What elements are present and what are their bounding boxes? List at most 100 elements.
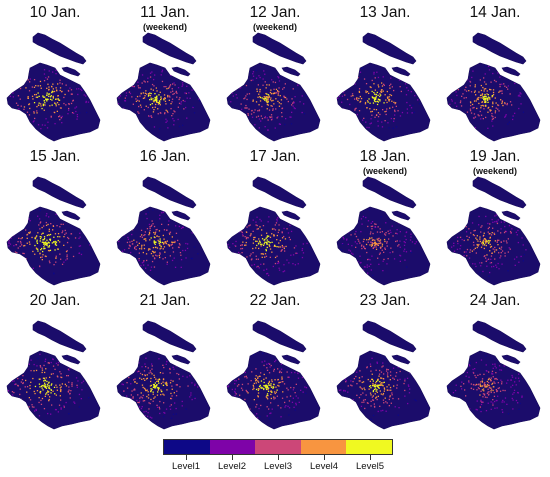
density-cell xyxy=(379,228,381,230)
density-cell xyxy=(367,220,370,222)
density-cell xyxy=(488,378,490,380)
density-cell xyxy=(143,234,145,237)
density-cell xyxy=(507,123,509,125)
density-cell xyxy=(252,247,254,250)
density-cell xyxy=(78,393,81,396)
island-region xyxy=(171,354,191,365)
density-cell xyxy=(465,251,467,253)
density-cell xyxy=(466,255,468,257)
density-cell xyxy=(366,239,368,241)
density-cell xyxy=(26,263,28,265)
density-cell xyxy=(369,244,371,246)
density-cell xyxy=(139,235,142,238)
density-cell xyxy=(154,74,156,76)
density-cell xyxy=(453,245,455,247)
density-cell xyxy=(487,384,489,387)
density-cell xyxy=(36,248,38,250)
density-cell xyxy=(506,102,508,105)
density-cell xyxy=(479,373,481,376)
density-cell xyxy=(401,111,404,114)
density-cell xyxy=(47,76,50,78)
density-cell xyxy=(380,393,382,395)
density-cell xyxy=(340,398,343,400)
density-cell xyxy=(68,386,70,388)
density-cell xyxy=(379,353,381,355)
density-cell xyxy=(167,111,169,114)
density-cell xyxy=(369,86,371,88)
density-cell xyxy=(294,107,296,110)
density-cell xyxy=(466,235,468,237)
density-cell xyxy=(259,415,261,418)
density-cell xyxy=(356,98,358,101)
density-cell xyxy=(492,248,494,250)
density-cell xyxy=(169,84,172,86)
density-cell xyxy=(360,394,362,396)
density-cell xyxy=(256,240,258,242)
density-cell xyxy=(123,363,126,365)
density-cell xyxy=(481,401,483,403)
density-cell xyxy=(275,391,277,393)
density-cell xyxy=(41,385,43,387)
density-cell xyxy=(89,244,91,246)
density-cell xyxy=(31,95,34,97)
density-cell xyxy=(124,222,127,225)
density-cell xyxy=(166,110,168,112)
density-cell xyxy=(115,252,116,253)
density-cell xyxy=(413,111,415,113)
density-cell xyxy=(171,243,173,245)
density-cell xyxy=(149,95,152,97)
density-cell xyxy=(250,253,252,255)
density-cell xyxy=(378,263,380,265)
density-cell xyxy=(64,383,66,385)
density-cell xyxy=(235,380,237,382)
density-cell xyxy=(19,364,22,366)
density-cell xyxy=(480,231,482,233)
density-cell xyxy=(156,394,159,396)
density-cell xyxy=(153,240,155,242)
density-cell xyxy=(295,252,297,254)
density-cell xyxy=(47,98,49,101)
density-cell xyxy=(281,237,284,239)
density-cell xyxy=(449,103,451,105)
density-cell xyxy=(189,81,191,83)
density-cell xyxy=(357,238,359,241)
density-cell xyxy=(84,232,86,235)
density-cell xyxy=(403,250,405,252)
density-cell xyxy=(38,401,40,404)
density-cell xyxy=(267,240,269,243)
density-cell xyxy=(480,114,483,116)
density-cell xyxy=(378,375,380,377)
density-cell xyxy=(379,252,381,254)
density-cell xyxy=(504,389,506,392)
density-cell xyxy=(261,243,263,245)
density-cell xyxy=(387,97,389,99)
density-cell xyxy=(43,237,46,240)
density-cell xyxy=(272,81,274,83)
density-cell xyxy=(235,240,237,243)
density-cell xyxy=(365,91,367,94)
density-cell xyxy=(181,365,184,367)
density-cell xyxy=(291,401,294,403)
density-cell xyxy=(488,239,490,242)
density-cell xyxy=(267,221,269,223)
density-cell xyxy=(54,249,56,251)
density-cell xyxy=(481,94,484,96)
density-cell xyxy=(284,74,286,76)
density-cell xyxy=(251,274,253,276)
density-cell xyxy=(247,237,249,239)
density-cell xyxy=(276,262,279,265)
density-cell xyxy=(44,382,46,384)
density-cell xyxy=(155,385,157,387)
density-cell xyxy=(345,73,347,76)
density-cell xyxy=(146,395,148,398)
density-cell xyxy=(376,91,378,94)
density-cell xyxy=(479,238,481,240)
density-cell xyxy=(28,232,30,234)
density-cell xyxy=(350,83,352,85)
density-cell xyxy=(244,236,246,238)
density-cell xyxy=(228,89,230,91)
density-cell xyxy=(239,399,241,401)
density-cell xyxy=(198,100,201,102)
density-cell xyxy=(349,250,352,252)
density-cell xyxy=(32,121,34,123)
